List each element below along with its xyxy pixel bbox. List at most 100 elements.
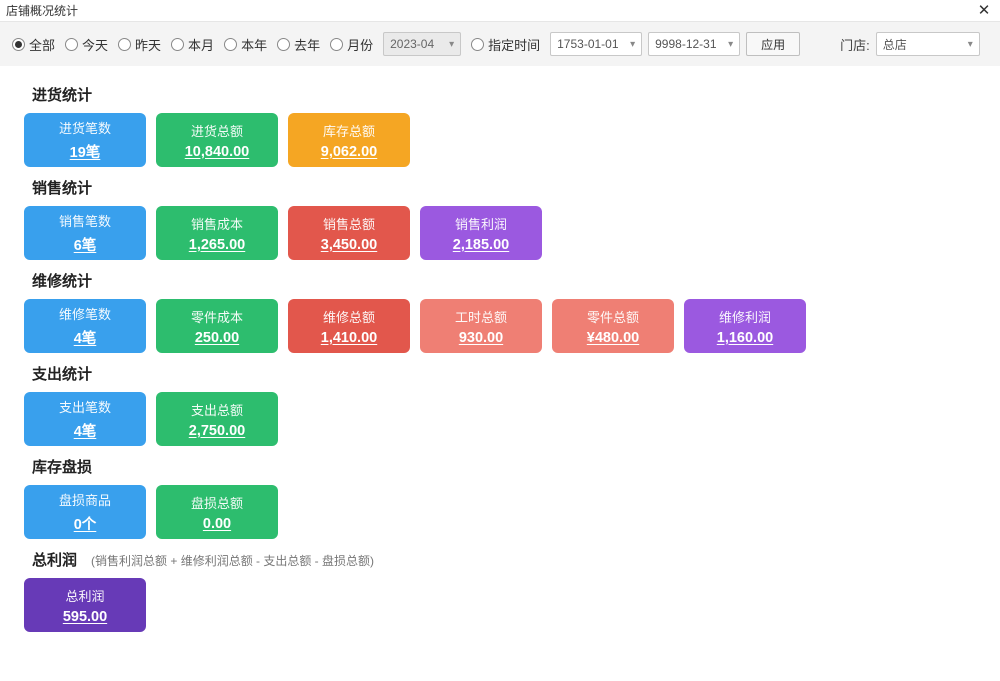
month-select[interactable]: 2023-04 ▾ — [383, 32, 461, 56]
stat-card-value: 4笔 — [74, 420, 97, 441]
chevron-down-icon: ▾ — [728, 39, 733, 50]
date-from-input[interactable]: 1753-01-01 ▾ — [550, 32, 642, 56]
stat-card-value: 3,450.00 — [321, 237, 377, 253]
section-title: 进货统计 — [32, 84, 976, 105]
stat-card-title: 销售总额 — [323, 214, 375, 233]
section-title: 销售统计 — [32, 177, 976, 198]
stat-card-value: 250.00 — [195, 330, 239, 346]
chevron-down-icon: ▾ — [449, 39, 454, 50]
content-area: 进货统计进货笔数19笔 进货总额 10,840.00 库存总额9,062.00 销售统计… — [0, 66, 1000, 632]
toolbar: 全部 今天 昨天 本月 本年 去年 月份 2023-04 ▾ — [0, 22, 1000, 66]
card-row: 支出笔数 4笔 支出总额2,750.00 — [24, 392, 976, 446]
radio-all-label: 全部 — [29, 35, 55, 54]
stat-card[interactable]: 销售笔数 6笔 — [24, 206, 146, 260]
stat-card[interactable]: 销售成本 1,265.00 — [156, 206, 278, 260]
section-title: 总利润(销售利润总额 + 维修利润总额 - 支出总额 - 盘损总额) — [32, 549, 976, 570]
radio-this-month[interactable]: 本月 — [171, 35, 214, 54]
stat-card[interactable]: 零件成本 250.00 — [156, 299, 278, 353]
stat-card-value: 6笔 — [74, 234, 97, 255]
card-row: 进货笔数19笔 进货总额 10,840.00 库存总额9,062.00 — [24, 113, 976, 167]
apply-button-label: 应用 — [761, 38, 785, 52]
stat-card[interactable]: 进货总额 10,840.00 — [156, 113, 278, 167]
card-row: 维修笔数4笔 零件成本 250.00 维修总额 1,410.00 工时总额 930.00 零件… — [24, 299, 976, 353]
stat-card[interactable]: 支出总额2,750.00 — [156, 392, 278, 446]
stat-card-value: 930.00 — [459, 330, 503, 346]
stat-card-title: 支出笔数 — [59, 397, 111, 416]
stat-card-title: 进货总额 — [191, 121, 243, 140]
stat-card-title: 零件成本 — [191, 307, 243, 326]
stat-card-value: 10,840.00 — [185, 144, 250, 160]
radio-today-label: 今天 — [82, 35, 108, 54]
stat-card[interactable]: 维修笔数4笔 — [24, 299, 146, 353]
chevron-down-icon: ▾ — [630, 39, 635, 50]
stat-card[interactable]: 工时总额 930.00 — [420, 299, 542, 353]
stat-card-title: 总利润 — [65, 586, 104, 605]
radio-month-label: 月份 — [347, 35, 373, 54]
stat-card-value: 0.00 — [203, 516, 231, 532]
radio-last-year[interactable]: 去年 — [277, 35, 320, 54]
store-label: 门店: — [840, 35, 870, 54]
stat-card-title: 维修利润 — [719, 307, 771, 326]
stat-card[interactable]: 零件总额 ¥480.00 — [552, 299, 674, 353]
radio-dot-icon — [171, 38, 184, 51]
apply-button[interactable]: 应用 — [746, 32, 800, 56]
stat-card-title: 盘损商品 — [59, 490, 111, 509]
stat-card[interactable]: 销售总额 3,450.00 — [288, 206, 410, 260]
stat-card[interactable]: 盘损商品 0个 — [24, 485, 146, 539]
stat-card-value: 2,185.00 — [453, 237, 509, 253]
radio-this-month-label: 本月 — [188, 35, 214, 54]
stat-card-value: 2,750.00 — [189, 423, 245, 439]
section-subtitle: (销售利润总额 + 维修利润总额 - 支出总额 - 盘损总额) — [91, 554, 374, 568]
stat-card-title: 销售笔数 — [59, 211, 111, 230]
radio-this-year[interactable]: 本年 — [224, 35, 267, 54]
radio-custom[interactable]: 指定时间 — [471, 35, 540, 54]
radio-yesterday-label: 昨天 — [135, 35, 161, 54]
stat-card[interactable]: 总利润 595.00 — [24, 578, 146, 632]
stat-card-value: 0个 — [74, 513, 97, 534]
chevron-down-icon: ▾ — [968, 39, 973, 50]
section-title: 库存盘损 — [32, 456, 976, 477]
stat-card-value: 1,265.00 — [189, 237, 245, 253]
stat-card-value: 595.00 — [63, 609, 107, 625]
stat-card-title: 工时总额 — [455, 307, 507, 326]
stat-card-value: ¥480.00 — [587, 330, 639, 346]
radio-today[interactable]: 今天 — [65, 35, 108, 54]
stat-card[interactable]: 维修总额 1,410.00 — [288, 299, 410, 353]
store-select-value: 总店 — [883, 36, 907, 53]
month-select-value: 2023-04 — [390, 37, 434, 51]
date-from-value: 1753-01-01 — [557, 37, 618, 51]
stat-card-title: 维修总额 — [323, 307, 375, 326]
radio-all[interactable]: 全部 — [12, 35, 55, 54]
radio-yesterday[interactable]: 昨天 — [118, 35, 161, 54]
radio-dot-icon — [330, 38, 343, 51]
stat-card[interactable]: 支出笔数 4笔 — [24, 392, 146, 446]
stat-card-title: 库存总额 — [323, 121, 375, 140]
stat-card[interactable]: 维修利润 1,160.00 — [684, 299, 806, 353]
date-to-input[interactable]: 9998-12-31 ▾ — [648, 32, 740, 56]
stat-card-title: 销售成本 — [191, 214, 243, 233]
radio-dot-icon — [65, 38, 78, 51]
section-title: 维修统计 — [32, 270, 976, 291]
radio-dot-icon — [224, 38, 237, 51]
section-title: 支出统计 — [32, 363, 976, 384]
radio-dot-icon — [12, 38, 25, 51]
radio-custom-label: 指定时间 — [488, 35, 540, 54]
stat-card[interactable]: 库存总额9,062.00 — [288, 113, 410, 167]
stat-card-title: 零件总额 — [587, 307, 639, 326]
window-title: 店铺概况统计 — [6, 2, 78, 19]
stat-card[interactable]: 进货笔数19笔 — [24, 113, 146, 167]
radio-dot-icon — [118, 38, 131, 51]
radio-last-year-label: 去年 — [294, 35, 320, 54]
radio-month[interactable]: 月份 — [330, 35, 373, 54]
stat-card-value: 1,160.00 — [717, 330, 773, 346]
radio-this-year-label: 本年 — [241, 35, 267, 54]
close-icon[interactable]: ✕ — [974, 3, 994, 18]
stat-card-title: 盘损总额 — [191, 493, 243, 512]
stat-card-value: 1,410.00 — [321, 330, 377, 346]
stat-card-title: 销售利润 — [455, 214, 507, 233]
stat-card-value: 4笔 — [74, 327, 97, 348]
card-row: 总利润 595.00 — [24, 578, 976, 632]
stat-card[interactable]: 销售利润 2,185.00 — [420, 206, 542, 260]
store-select[interactable]: 总店 ▾ — [876, 32, 980, 56]
stat-card[interactable]: 盘损总额 0.00 — [156, 485, 278, 539]
